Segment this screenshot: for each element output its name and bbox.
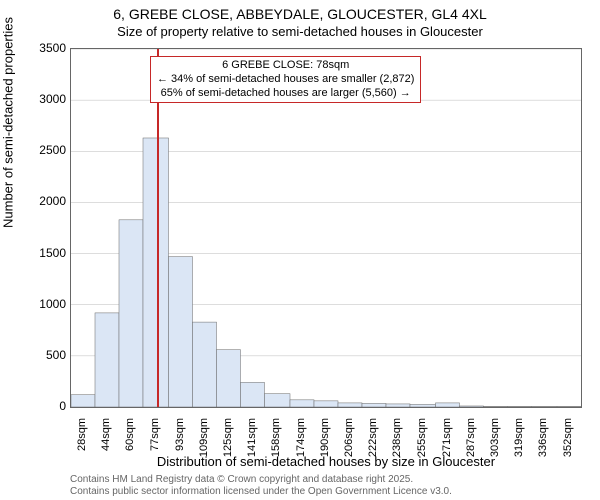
histogram-bar <box>143 138 169 407</box>
chart-title: 6, GREBE CLOSE, ABBEYDALE, GLOUCESTER, G… <box>0 6 600 22</box>
x-tick-label: 44sqm <box>100 418 112 478</box>
y-tick-label: 500 <box>16 348 66 362</box>
histogram-bar <box>217 350 241 407</box>
x-tick-label: 125sqm <box>222 418 234 478</box>
histogram-bar <box>95 313 119 407</box>
x-tick-label: 303sqm <box>489 418 501 478</box>
x-tick-label: 271sqm <box>441 418 453 478</box>
x-tick-label: 28sqm <box>76 418 88 478</box>
x-tick-label: 174sqm <box>295 418 307 478</box>
histogram-bar <box>508 406 532 407</box>
histogram-bar <box>557 406 581 407</box>
y-tick-label: 1000 <box>16 297 66 311</box>
x-tick-label: 109sqm <box>198 418 210 478</box>
x-tick-label: 60sqm <box>124 418 136 478</box>
x-axis-title: Distribution of semi-detached houses by … <box>70 454 582 469</box>
histogram-bar <box>169 257 193 407</box>
chart-subtitle: Size of property relative to semi-detach… <box>0 24 600 39</box>
callout-line2: ← 34% of semi-detached houses are smalle… <box>157 73 414 87</box>
x-tick-label: 93sqm <box>174 418 186 478</box>
callout-line3: 65% of semi-detached houses are larger (… <box>157 87 414 101</box>
histogram-bar <box>314 401 338 407</box>
x-tick-label: 77sqm <box>149 418 161 478</box>
y-tick-label: 1500 <box>16 246 66 260</box>
histogram-bar <box>119 220 143 407</box>
y-axis-title: Number of semi-detached properties <box>1 17 16 228</box>
x-tick-label: 141sqm <box>246 418 258 478</box>
y-tick-label: 2000 <box>16 194 66 208</box>
x-tick-label: 206sqm <box>343 418 355 478</box>
x-tick-label: 222sqm <box>367 418 379 478</box>
y-tick-label: 2500 <box>16 143 66 157</box>
attribution-line1: Contains HM Land Registry data © Crown c… <box>70 474 452 486</box>
histogram-bar <box>436 403 460 407</box>
histogram-bar <box>410 404 436 407</box>
y-tick-label: 3000 <box>16 92 66 106</box>
histogram-bar <box>241 382 265 407</box>
histogram-bar <box>362 403 386 407</box>
histogram-bar <box>484 406 508 407</box>
x-tick-label: 190sqm <box>319 418 331 478</box>
histogram-bar <box>338 403 362 407</box>
x-tick-label: 352sqm <box>562 418 574 478</box>
x-tick-label: 287sqm <box>465 418 477 478</box>
y-tick-label: 3500 <box>16 41 66 55</box>
x-tick-label: 336sqm <box>537 418 549 478</box>
y-tick-label: 0 <box>16 399 66 413</box>
x-tick-label: 238sqm <box>391 418 403 478</box>
x-tick-label: 319sqm <box>513 418 525 478</box>
histogram-bar <box>460 406 484 407</box>
histogram-bar <box>71 395 95 407</box>
histogram-bar <box>193 322 217 407</box>
histogram-bar <box>290 400 314 407</box>
chart-container: 6, GREBE CLOSE, ABBEYDALE, GLOUCESTER, G… <box>0 0 600 500</box>
histogram-bar <box>386 404 410 407</box>
histogram-bar <box>532 406 558 407</box>
callout-box: 6 GREBE CLOSE: 78sqm ← 34% of semi-detac… <box>150 56 421 103</box>
x-tick-label: 255sqm <box>416 418 428 478</box>
attribution-line2: Contains public sector information licen… <box>70 486 452 498</box>
callout-line1: 6 GREBE CLOSE: 78sqm <box>157 59 414 73</box>
attribution: Contains HM Land Registry data © Crown c… <box>70 474 452 498</box>
histogram-bar <box>265 394 291 407</box>
x-tick-label: 158sqm <box>270 418 282 478</box>
